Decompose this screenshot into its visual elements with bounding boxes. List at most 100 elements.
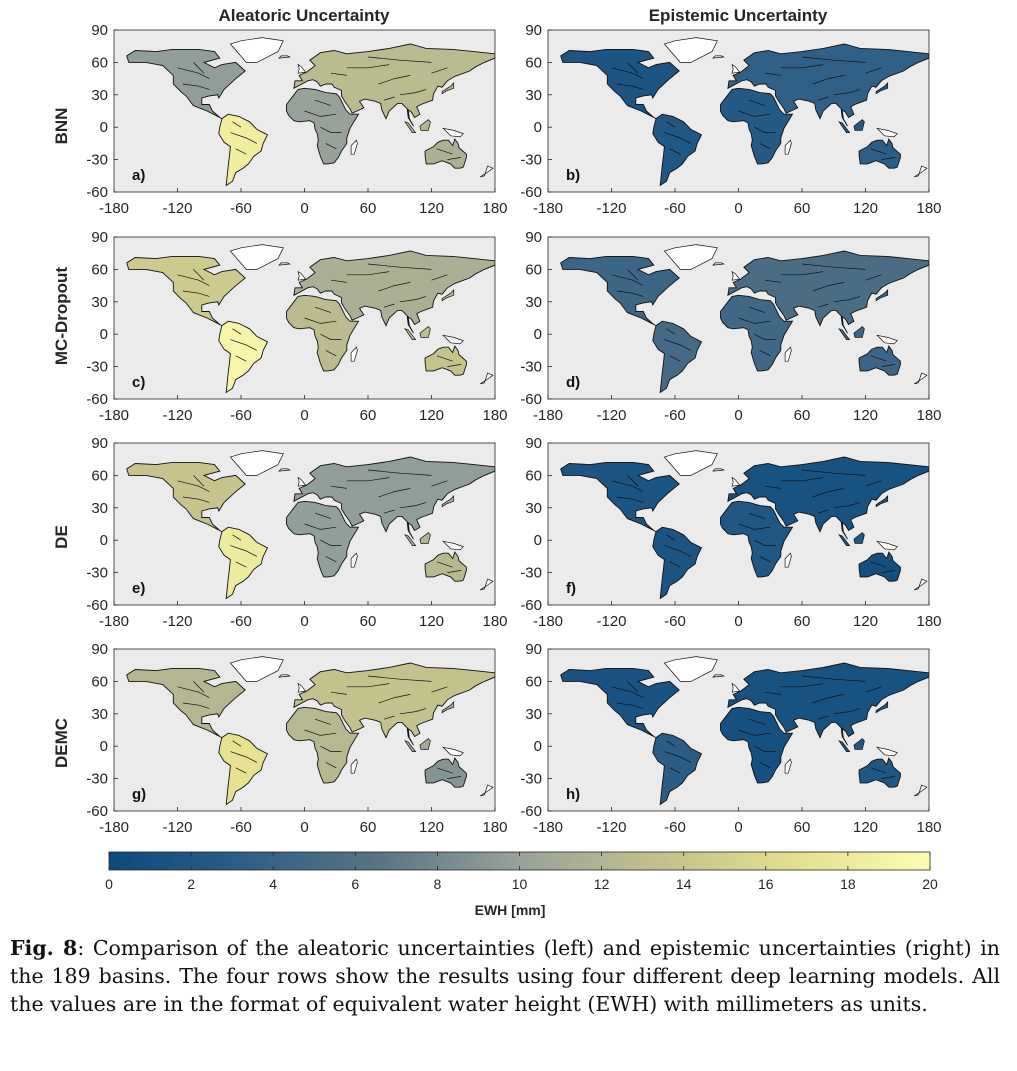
x-tick-label: -60 <box>230 819 252 836</box>
continent-basins <box>126 255 246 326</box>
island-outline <box>404 328 417 340</box>
colorbar-tick-label: 8 <box>434 876 442 892</box>
x-tick-label: -180 <box>99 819 129 836</box>
basin-boundary <box>431 480 448 487</box>
basin-boundary <box>801 263 866 270</box>
basin-boundary <box>833 502 861 509</box>
x-tick-label: 120 <box>419 613 444 630</box>
continent-basins <box>720 500 794 578</box>
basin-boundary <box>748 512 766 519</box>
basin-boundary <box>780 683 824 688</box>
island-outline <box>875 701 889 714</box>
x-tick-label: -180 <box>533 407 563 424</box>
basin-boundary <box>383 715 395 720</box>
y-tick-label: 90 <box>91 641 108 658</box>
basin-boundary <box>447 364 462 367</box>
basin-boundary <box>378 488 411 498</box>
continent-basins <box>286 294 360 372</box>
basin-boundary <box>230 751 258 763</box>
basin-boundary <box>367 56 432 63</box>
island-outline <box>876 746 898 757</box>
y-tick-label: 90 <box>525 641 542 658</box>
island-outline <box>404 534 417 546</box>
x-tick-label: 60 <box>360 613 377 630</box>
basin-boundary <box>817 303 829 308</box>
basin-boundary <box>346 683 390 688</box>
basin-boundary <box>431 274 448 281</box>
basin-boundary <box>177 686 210 698</box>
basin-boundary <box>738 523 771 530</box>
y-tick-label: 90 <box>525 435 542 452</box>
island-outline <box>784 552 792 568</box>
y-tick-label: 30 <box>91 294 108 311</box>
basin-boundary <box>801 469 866 476</box>
y-tick-label: -60 <box>520 597 542 614</box>
continent-basins <box>720 706 794 784</box>
island-outline <box>914 372 928 385</box>
basin-boundary <box>399 296 427 303</box>
basin-boundary <box>182 83 210 90</box>
y-tick-label: 0 <box>534 326 542 343</box>
island-outline <box>442 127 464 138</box>
island-outline <box>229 37 284 63</box>
basin-boundary <box>627 269 639 281</box>
continent-basins <box>424 551 467 582</box>
island-outline <box>712 468 725 472</box>
basin-boundary <box>330 279 347 283</box>
basin-boundary <box>325 143 337 150</box>
island-outline <box>480 372 494 385</box>
continent-basins <box>126 48 246 119</box>
x-tick-label: -120 <box>162 200 192 217</box>
basin-boundary <box>616 290 644 297</box>
basin-boundary <box>759 143 771 150</box>
y-tick-label: 60 <box>91 467 108 484</box>
basin-boundary <box>881 157 896 160</box>
island-outline <box>350 758 358 774</box>
x-tick-label: 120 <box>853 819 878 836</box>
island-outline <box>404 740 417 752</box>
basin-boundary <box>436 767 453 774</box>
panel-letter: f) <box>566 580 576 597</box>
x-tick-label: 120 <box>853 200 878 217</box>
x-tick-label: 0 <box>734 819 742 836</box>
basin-boundary <box>764 485 781 489</box>
island-outline <box>350 346 358 362</box>
basin-boundary <box>232 740 242 747</box>
y-tick-label: -60 <box>520 803 542 820</box>
x-tick-label: -60 <box>664 200 686 217</box>
basin-boundary <box>230 132 258 144</box>
island-outline <box>838 328 851 340</box>
basin-boundary <box>664 339 692 351</box>
y-tick-label: 30 <box>525 706 542 723</box>
continent-basins <box>652 732 703 806</box>
basin-boundary <box>627 475 639 487</box>
basin-boundary <box>383 509 395 514</box>
basin-boundary <box>616 702 644 709</box>
island-outline <box>441 82 455 95</box>
x-tick-label: -180 <box>99 407 129 424</box>
basin-boundary <box>399 89 427 96</box>
island-outline <box>278 674 291 678</box>
basin-boundary <box>399 708 427 715</box>
continent-basins <box>858 551 901 582</box>
basin-boundary <box>325 350 337 357</box>
colorbar-tick-label: 20 <box>922 876 938 892</box>
x-tick-label: -120 <box>596 819 626 836</box>
x-tick-label: -120 <box>596 407 626 424</box>
continent-basins <box>727 456 929 540</box>
x-tick-label: 120 <box>419 819 444 836</box>
continent-basins <box>424 138 467 169</box>
y-tick-label: -60 <box>86 391 108 408</box>
basin-boundary <box>627 62 639 74</box>
x-tick-label: -180 <box>99 613 129 630</box>
x-tick-label: -120 <box>162 613 192 630</box>
island-outline <box>875 289 889 302</box>
island-outline <box>419 326 431 338</box>
island-outline <box>297 270 307 281</box>
y-tick-label: -30 <box>520 152 542 169</box>
y-tick-label: -60 <box>520 184 542 201</box>
island-outline <box>350 139 358 155</box>
y-tick-label: 0 <box>100 532 108 549</box>
